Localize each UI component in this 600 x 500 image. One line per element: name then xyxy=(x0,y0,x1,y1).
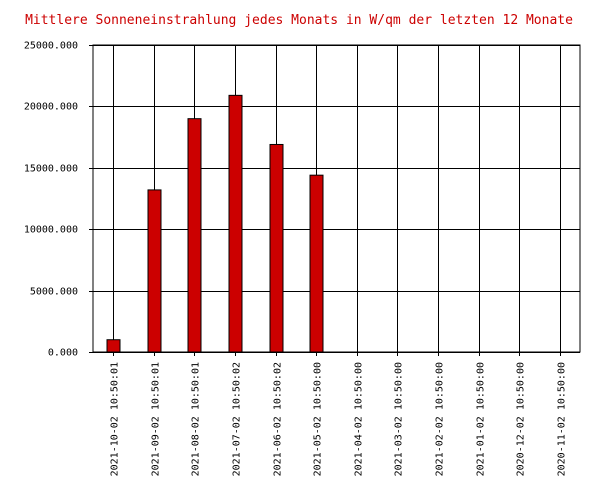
y-tick-label: 10000.000 xyxy=(24,225,78,236)
bar xyxy=(269,143,284,353)
bar xyxy=(228,94,243,353)
x-tick-label: 2021-03-02 10:50:00 xyxy=(394,362,405,476)
x-tick-label: 2021-08-02 10:50:01 xyxy=(191,362,202,476)
y-tick-label: 5000.000 xyxy=(30,287,78,298)
x-tick-label: 2021-07-02 10:50:02 xyxy=(232,362,243,476)
x-tick-label: 2021-05-02 10:50:00 xyxy=(313,362,324,476)
bar xyxy=(309,174,324,353)
x-tick-label: 2021-04-02 10:50:00 xyxy=(354,362,365,476)
x-tick-label: 2020-12-02 10:50:00 xyxy=(516,362,527,476)
bar xyxy=(147,189,162,353)
y-tick-label: 20000.000 xyxy=(24,102,78,113)
x-tick-label: 2021-01-02 10:50:00 xyxy=(476,362,487,476)
plot-area xyxy=(92,44,581,353)
x-tick-label: 2021-09-02 10:50:01 xyxy=(151,362,162,476)
chart-title: Mittlere Sonneneinstrahlung jedes Monats… xyxy=(25,13,573,28)
bar xyxy=(187,118,202,353)
x-tick-label: 2021-10-02 10:50:01 xyxy=(110,362,121,476)
x-tick-label: 2021-02-02 10:50:00 xyxy=(435,362,446,476)
bar xyxy=(106,339,121,353)
y-tick-label: 0.000 xyxy=(48,348,78,359)
y-tick-label: 25000.000 xyxy=(24,41,78,52)
x-tick-label: 2021-06-02 10:50:02 xyxy=(273,362,284,476)
x-tick-label: 2020-11-02 10:50:00 xyxy=(557,362,568,476)
y-tick-label: 15000.000 xyxy=(24,164,78,175)
